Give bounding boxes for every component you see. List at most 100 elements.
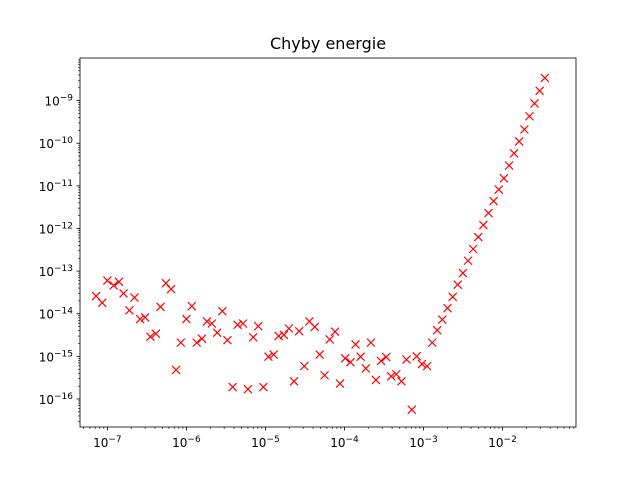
- data-point-marker: [192, 338, 202, 348]
- data-point-marker: [402, 355, 411, 365]
- data-point-marker: [140, 312, 150, 322]
- data-point-marker: [535, 86, 545, 96]
- data-point-marker: [484, 208, 493, 218]
- chart-title: Chyby energie: [270, 34, 386, 53]
- data-point-marker: [315, 350, 325, 360]
- data-point-marker: [335, 379, 345, 388]
- data-point-marker: [473, 232, 483, 242]
- data-point-marker: [233, 320, 243, 330]
- x-tick-label: 10−6: [172, 435, 201, 450]
- data-point-marker: [263, 352, 273, 362]
- data-point-marker: [238, 319, 248, 328]
- data-point-marker: [325, 334, 335, 344]
- data-point-marker: [330, 327, 340, 337]
- data-point-marker: [509, 148, 519, 158]
- y-tick-label: 10−14: [39, 307, 74, 322]
- data-point-marker: [187, 301, 197, 311]
- data-point-marker: [145, 332, 155, 342]
- data-point-marker: [274, 331, 284, 341]
- data-point-marker: [176, 338, 186, 348]
- data-point-marker: [197, 334, 207, 344]
- data-point-marker: [514, 137, 524, 146]
- data-point-marker: [135, 314, 145, 324]
- data-point-marker: [269, 350, 279, 360]
- data-point-marker: [253, 321, 263, 331]
- data-point-marker: [504, 161, 514, 170]
- data-point-marker: [468, 244, 478, 254]
- data-point-marker: [156, 302, 165, 312]
- data-point-marker: [248, 332, 258, 342]
- data-point-marker: [125, 305, 134, 315]
- data-point-marker: [166, 284, 176, 294]
- data-point-marker: [494, 185, 504, 194]
- y-tick-label: 10−13: [39, 264, 73, 279]
- data-point-marker: [279, 330, 289, 340]
- data-point-marker: [361, 364, 371, 373]
- data-point-marker: [458, 268, 468, 278]
- data-point-marker: [130, 293, 139, 302]
- data-point-marker: [437, 315, 447, 324]
- plot-area: [91, 73, 550, 415]
- data-point-marker: [114, 277, 124, 287]
- data-point-marker: [182, 314, 191, 324]
- x-tick-label: 10−5: [251, 435, 280, 450]
- data-point-marker: [346, 357, 355, 367]
- data-point-marker: [407, 405, 417, 415]
- data-point-marker: [356, 352, 366, 362]
- data-point-marker: [391, 369, 401, 379]
- data-point-marker: [284, 324, 294, 333]
- y-tick-label: 10−15: [39, 349, 73, 364]
- data-point-marker: [397, 376, 406, 386]
- data-point-marker: [228, 382, 238, 392]
- y-tick-label: 10−16: [39, 392, 74, 407]
- y-tick-label: 10−11: [39, 179, 73, 194]
- data-point-marker: [417, 359, 427, 369]
- data-point-marker: [540, 73, 550, 83]
- data-point-marker: [376, 356, 386, 366]
- data-point-marker: [525, 111, 534, 121]
- data-point-marker: [351, 340, 360, 349]
- data-point-marker: [320, 370, 330, 380]
- data-point-marker: [366, 338, 376, 348]
- data-point-marker: [386, 371, 396, 381]
- x-tick-label: 10−4: [330, 435, 359, 450]
- data-point-marker: [151, 329, 161, 339]
- data-point-marker: [489, 196, 499, 206]
- data-point-marker: [432, 325, 442, 335]
- data-point-marker: [222, 335, 232, 345]
- data-point-marker: [422, 361, 432, 371]
- data-point-marker: [102, 276, 112, 285]
- x-tick-label: 10−7: [93, 435, 122, 450]
- data-point-marker: [119, 288, 128, 298]
- data-point-marker: [412, 351, 422, 361]
- data-point-marker: [289, 376, 299, 386]
- data-point-marker: [519, 125, 529, 134]
- data-point-marker: [109, 281, 119, 290]
- y-tick-label: 10−10: [39, 136, 74, 151]
- data-point-marker: [202, 316, 212, 326]
- data-point-marker: [294, 326, 304, 336]
- data-point-marker: [207, 319, 217, 328]
- data-point-marker: [340, 353, 350, 363]
- data-point-marker: [453, 280, 463, 290]
- data-point-marker: [463, 256, 473, 266]
- data-point-marker: [212, 328, 222, 338]
- data-point-marker: [171, 365, 181, 375]
- data-point-marker: [448, 292, 458, 302]
- data-point-marker: [258, 382, 268, 392]
- y-tick-label: 10−12: [39, 221, 73, 236]
- y-tick-label: 10−9: [44, 94, 73, 109]
- data-point-marker: [243, 384, 253, 394]
- data-point-marker: [443, 303, 452, 313]
- data-point-marker: [371, 375, 381, 385]
- axes-frame: [79, 57, 577, 428]
- data-point-marker: [530, 98, 539, 108]
- x-axis: 10−7 10−6 10−5 10−4 10−3 10−2: [83, 427, 575, 450]
- data-point-marker: [427, 338, 437, 348]
- x-tick-label: 10−2: [488, 435, 517, 450]
- x-tick-label: 10−3: [409, 435, 438, 450]
- data-point-marker: [499, 173, 509, 183]
- data-point-marker: [97, 298, 107, 308]
